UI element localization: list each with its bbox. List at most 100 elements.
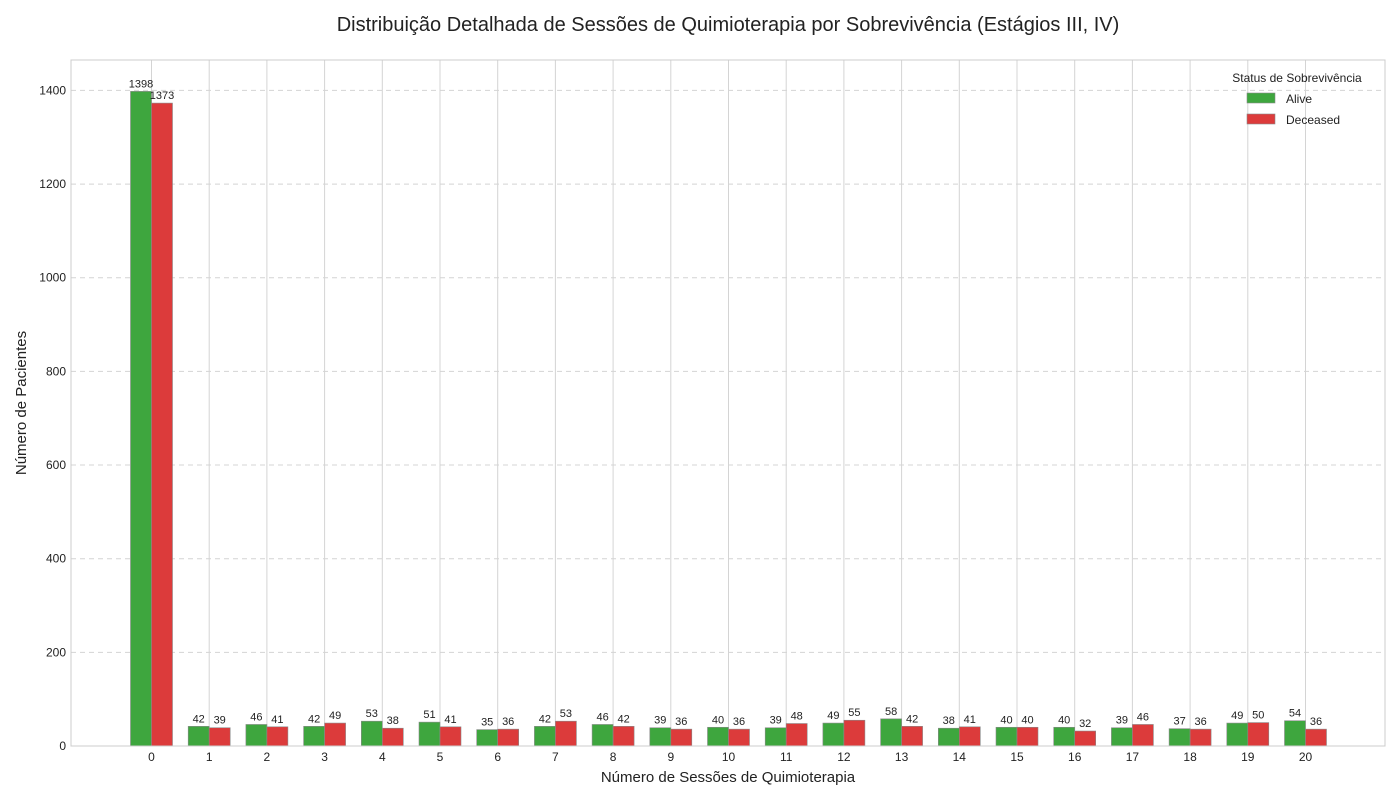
bar-value-label: 41: [964, 714, 976, 726]
bar-value-label: 46: [250, 711, 262, 723]
y-tick-label: 400: [46, 552, 66, 566]
bar-alive: [534, 726, 556, 747]
bar-value-label: 1373: [150, 90, 174, 102]
x-axis-label: Número de Sessões de Quimioterapia: [601, 769, 856, 786]
bar-value-label: 42: [308, 713, 320, 725]
bar-alive: [245, 724, 268, 747]
x-tick-label: 18: [1183, 750, 1197, 764]
y-axis-label: Número de Pacientes: [13, 331, 30, 475]
x-tick-label: 0: [148, 750, 155, 764]
x-tick-label: 8: [610, 750, 617, 764]
bar-deceased: [1189, 728, 1212, 747]
bar-value-label: 32: [1079, 718, 1091, 730]
x-tick-label: 6: [494, 750, 501, 764]
bar-value-label: 58: [885, 706, 897, 718]
bar-alive: [1168, 728, 1191, 747]
bar-value-label: 36: [1194, 716, 1206, 728]
bar-deceased: [266, 726, 289, 747]
bar-value-label: 35: [481, 717, 493, 729]
bar-value-label: 40: [1000, 714, 1012, 726]
bar-deceased: [555, 720, 577, 747]
bar-deceased: [208, 727, 231, 747]
legend-swatch-deceased: [1246, 113, 1276, 125]
x-tick-label: 11: [780, 750, 793, 764]
x-tick-label: 19: [1241, 750, 1255, 764]
bar-value-label: 49: [827, 710, 839, 722]
bar-value-label: 1398: [129, 78, 153, 90]
bar-value-label: 48: [791, 711, 803, 723]
bar-value-label: 49: [1231, 710, 1243, 722]
bar-value-label: 39: [214, 715, 226, 727]
legend-items: Alive Deceased: [1246, 92, 1340, 127]
bar-value-label: 53: [560, 708, 572, 720]
bar-alive: [418, 721, 441, 747]
bar-deceased: [439, 726, 462, 747]
grid: [71, 60, 1385, 747]
bar-value-label: 36: [733, 716, 745, 728]
y-tick-label: 800: [46, 364, 66, 378]
bar-deceased: [728, 728, 750, 747]
bars: [130, 91, 1327, 747]
bar-value-label: 42: [617, 713, 629, 725]
bar-value-label: 38: [943, 715, 955, 727]
bar-deceased: [785, 723, 808, 747]
bar-value-label: 40: [1021, 714, 1033, 726]
bar-alive: [707, 726, 729, 747]
bar-alive: [880, 718, 902, 747]
bar-value-label: 40: [712, 714, 724, 726]
bar-value-label: 39: [654, 715, 666, 727]
bar-alive: [130, 91, 152, 747]
bar-alive: [303, 726, 325, 747]
x-tick-label: 2: [264, 750, 271, 764]
x-tick-label: 14: [953, 750, 967, 764]
bar-alive: [822, 722, 845, 747]
y-tick-label: 0: [59, 739, 66, 753]
bar-value-label: 39: [770, 715, 782, 727]
bar-value-label: 36: [1310, 716, 1322, 728]
x-tick-label: 20: [1299, 750, 1313, 764]
bar-value-label: 41: [271, 714, 283, 726]
y-axis-ticks: 0 200 400 600 800 1000 1200 1400: [39, 83, 66, 753]
bar-value-labels: 1398 42 46 42 53 51 35 42 46 39 40 39 49 58 38 40 40 39 37…: [129, 78, 1322, 730]
bar-value-label: 54: [1289, 708, 1301, 720]
bar-value-label: 46: [596, 711, 608, 723]
y-tick-label: 600: [46, 458, 66, 472]
bar-deceased: [843, 719, 866, 747]
bar-deceased: [324, 722, 346, 747]
bar-alive: [476, 729, 499, 747]
x-tick-label: 4: [379, 750, 386, 764]
bar-value-label: 36: [675, 716, 687, 728]
chart-title: Distribuição Detalhada de Sessões de Qui…: [337, 14, 1120, 36]
bar-value-label: 42: [193, 713, 205, 725]
bar-alive: [995, 726, 1018, 747]
plot-frame: [70, 59, 1386, 747]
bar-deceased: [958, 726, 981, 747]
bar-value-label: 40: [1058, 714, 1070, 726]
bar-value-label: 49: [329, 710, 341, 722]
bar-value-label: 41: [444, 714, 456, 726]
bar-deceased: [612, 726, 635, 747]
legend-label-alive: Alive: [1286, 92, 1312, 106]
bar-deceased: [1305, 728, 1327, 747]
x-tick-label: 13: [895, 750, 909, 764]
bar-value-label: 55: [848, 707, 860, 719]
bar-value-label: 53: [366, 708, 378, 720]
x-tick-label: 16: [1068, 750, 1082, 764]
bar-value-label: 46: [1137, 711, 1149, 723]
bar-deceased: [497, 728, 520, 747]
x-tick-label: 3: [321, 750, 328, 764]
x-tick-label: 9: [667, 750, 674, 764]
bar-value-label: 39: [1116, 715, 1128, 727]
bar-value-label: 37: [1173, 716, 1185, 728]
bar-deceased: [1247, 722, 1270, 747]
bar-alive: [649, 727, 672, 747]
x-axis-ticks: 0 1 2 3 4 5 6 7 8 9 10 11 12 13 14 15 16 17 18 19 20: [148, 750, 1312, 764]
x-tick-label: 12: [837, 750, 851, 764]
bar-deceased: [381, 727, 404, 747]
x-tick-label: 10: [722, 750, 736, 764]
bar-alive: [591, 724, 614, 747]
bar-alive: [764, 727, 787, 747]
legend-swatch-alive: [1246, 92, 1276, 104]
